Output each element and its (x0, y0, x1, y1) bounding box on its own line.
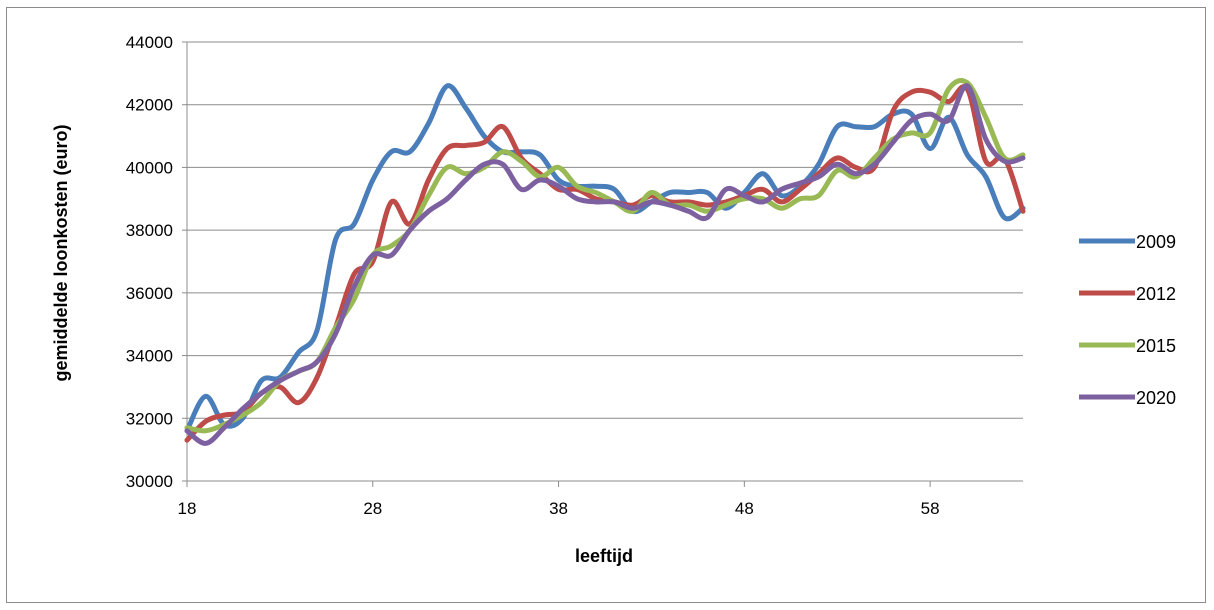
x-tick-label: 48 (735, 499, 754, 518)
chart-area: 30000 32000 34000 36000 38000 40000 42000 44000… (6, 7, 1206, 603)
x-tick-label: 28 (363, 499, 382, 518)
y-tick-label: 36000 (126, 284, 173, 303)
y-axis-title: gemiddelde loonkosten (euro) (51, 124, 71, 381)
series-line-2020 (184, 83, 1026, 446)
legend: 2009 2012 2015 2020 (1079, 232, 1176, 408)
x-axis-title: leeftijd (575, 546, 633, 566)
legend-label-2020: 2020 (1136, 388, 1176, 408)
y-tick-label: 38000 (126, 221, 173, 240)
gridlines (187, 41, 1023, 482)
legend-label-2009: 2009 (1136, 232, 1176, 252)
legend-label-2012: 2012 (1136, 284, 1176, 304)
y-tick-label: 32000 (126, 409, 173, 428)
y-tick-label: 44000 (126, 33, 173, 52)
line-chart: 30000 32000 34000 36000 38000 40000 42000 44000… (51, 33, 1176, 566)
axes (182, 41, 1023, 487)
x-tick-label: 18 (178, 499, 197, 518)
y-tick-labels: 30000 32000 34000 36000 38000 40000 42000 44000 (126, 33, 173, 491)
x-tick-label: 38 (549, 499, 568, 518)
x-tick-label: 58 (921, 499, 940, 518)
y-tick-label: 30000 (126, 472, 173, 491)
series-line-2009 (184, 83, 1026, 434)
series-lines (184, 78, 1026, 446)
y-tick-label: 34000 (126, 347, 173, 366)
x-tick-labels: 18 28 38 48 58 (178, 499, 940, 518)
y-tick-label: 42000 (126, 96, 173, 115)
y-tick-label: 40000 (126, 158, 173, 177)
legend-label-2015: 2015 (1136, 336, 1176, 356)
